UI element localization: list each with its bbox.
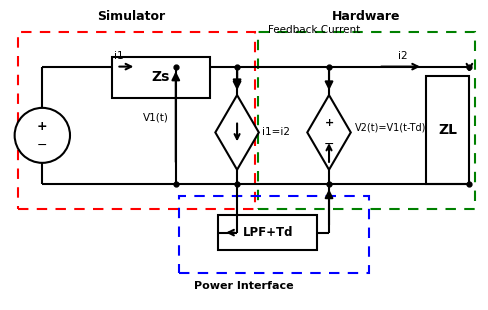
Text: LPF+Td: LPF+Td (243, 226, 293, 239)
Text: Hardware: Hardware (332, 10, 401, 23)
Polygon shape (215, 95, 259, 170)
Bar (112, 57, 210, 98)
Polygon shape (307, 95, 351, 170)
Text: V1(t): V1(t) (143, 113, 169, 123)
Text: i2: i2 (398, 51, 408, 61)
Text: Power Interface: Power Interface (194, 281, 294, 290)
Bar (218, 215, 317, 250)
Text: Simulator: Simulator (97, 10, 165, 23)
Text: +: + (325, 117, 334, 128)
Text: i1: i1 (114, 51, 123, 61)
Text: V2(t)=V1(t-Td): V2(t)=V1(t-Td) (355, 122, 426, 132)
Text: +: + (37, 120, 48, 133)
Text: Feedback Current: Feedback Current (268, 25, 360, 35)
Text: ZL: ZL (438, 123, 457, 137)
Text: Zs: Zs (152, 70, 170, 84)
Text: −: − (324, 138, 334, 151)
Bar (426, 77, 469, 184)
Text: −: − (37, 139, 47, 152)
Text: i1=i2: i1=i2 (262, 127, 290, 137)
Circle shape (15, 108, 70, 163)
